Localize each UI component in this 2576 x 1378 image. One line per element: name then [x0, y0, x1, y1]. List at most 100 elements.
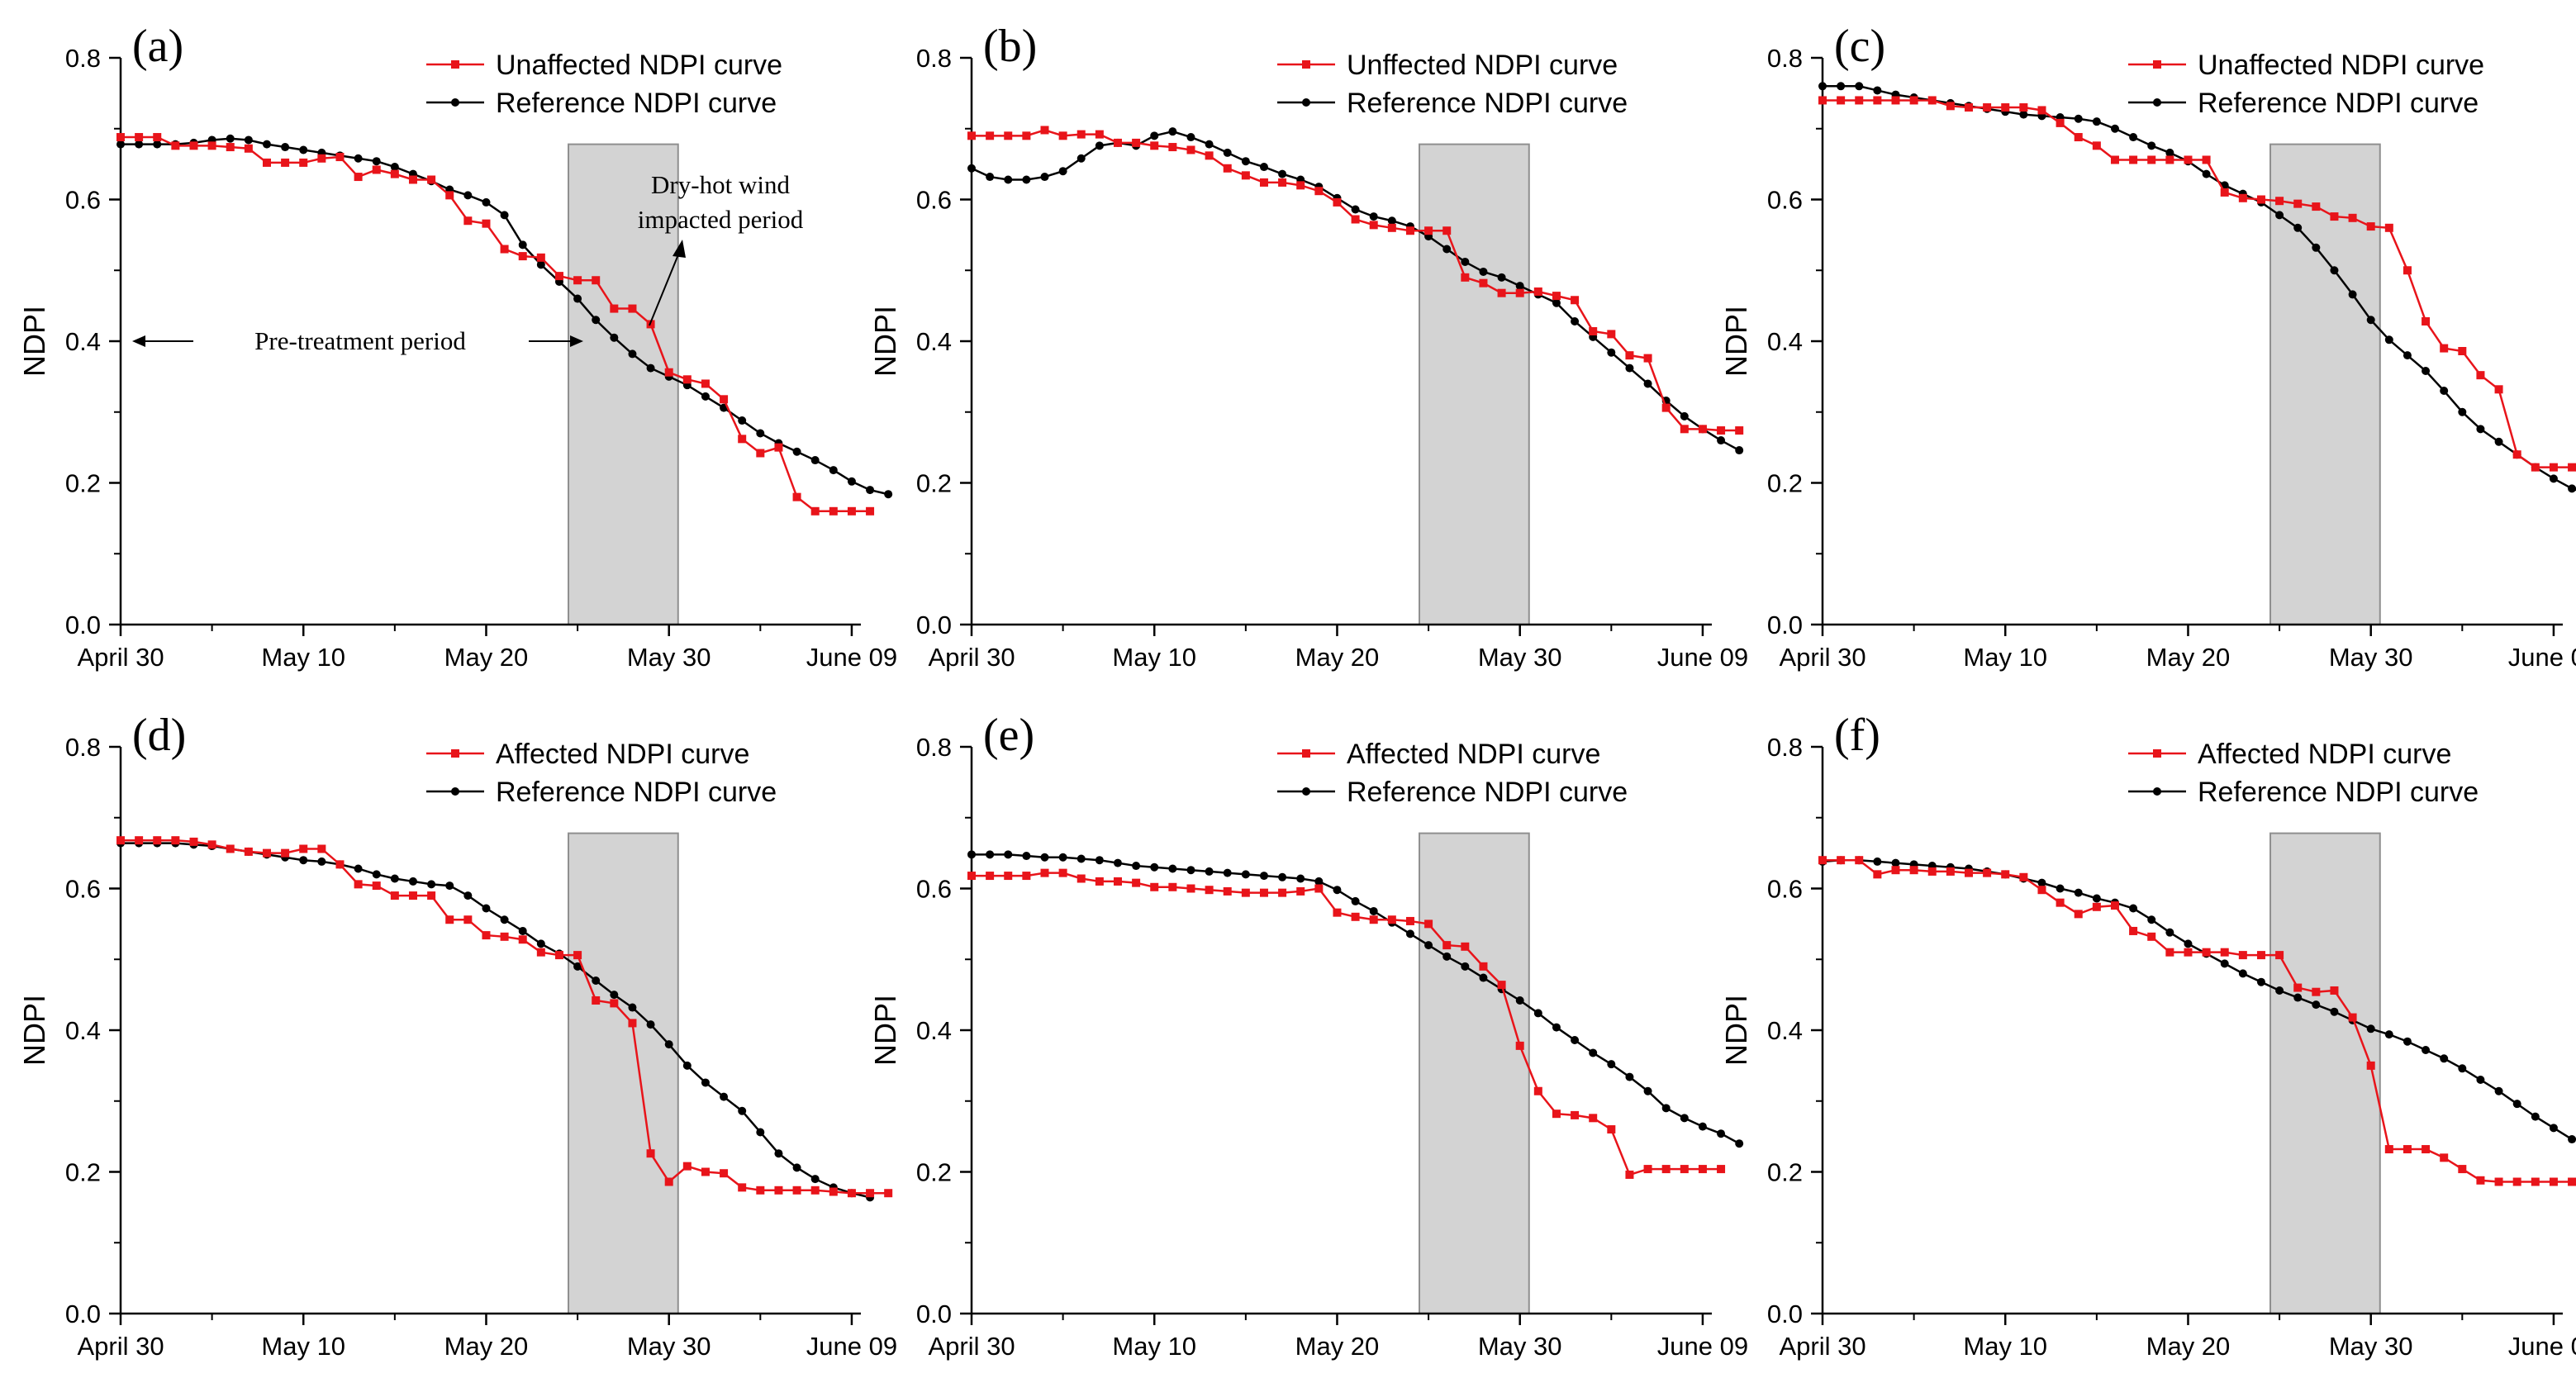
y-tick-label: 0.6	[1767, 875, 1803, 904]
data-point	[2202, 948, 2211, 957]
panel-a: 0.0 0.2 0.4 0.6 0.8 April 30 May 10 May 20 May 3…	[17, 21, 897, 672]
legend-marker	[451, 98, 459, 107]
y-tick-label: 0.0	[916, 1300, 952, 1328]
legend-label: Affected NDPI curve	[496, 739, 749, 770]
data-point	[1095, 141, 1104, 150]
data-point	[866, 1189, 875, 1198]
data-point	[628, 1003, 637, 1012]
data-point	[2440, 1153, 2449, 1162]
data-point	[1571, 296, 1580, 305]
data-point	[354, 880, 363, 889]
data-point	[299, 844, 308, 853]
series-line	[1823, 858, 2573, 1183]
data-point	[2184, 155, 2193, 164]
data-point	[1278, 178, 1287, 187]
data-point	[1205, 886, 1214, 895]
data-point	[1259, 178, 1268, 187]
data-point	[756, 429, 765, 438]
data-point	[2074, 910, 2083, 919]
data-point	[1515, 1041, 1524, 1050]
y-tick-label: 0.2	[916, 469, 952, 498]
data-point	[1168, 127, 1177, 136]
data-point	[1643, 1086, 1652, 1095]
data-point	[2001, 103, 2010, 112]
series-line	[121, 839, 889, 1195]
data-point	[1296, 886, 1305, 896]
data-point	[317, 844, 326, 853]
y-tick-label: 0.8	[1767, 733, 1803, 762]
data-point	[1241, 870, 1250, 879]
data-point	[2019, 103, 2028, 112]
data-point	[1150, 882, 1159, 891]
data-point	[720, 395, 729, 404]
y-tick-label: 0.8	[916, 733, 952, 762]
data-point	[1259, 872, 1268, 881]
y-tick-label: 0.0	[1767, 1300, 1803, 1328]
data-point	[2129, 155, 2138, 164]
panel-label: (a)	[132, 21, 183, 72]
data-point	[226, 143, 235, 152]
data-point	[1533, 1086, 1542, 1095]
data-point	[1022, 872, 1031, 881]
data-point	[1927, 96, 1937, 105]
data-point	[2275, 986, 2284, 995]
data-point	[1424, 919, 1433, 929]
data-point	[463, 191, 473, 200]
y-tick-label: 0.0	[65, 1300, 101, 1328]
data-point	[1625, 1072, 1634, 1081]
legend-marker	[1302, 98, 1310, 107]
data-point	[2568, 463, 2576, 472]
data-point	[372, 165, 381, 174]
legend-marker	[2153, 98, 2161, 107]
data-point	[1552, 298, 1561, 307]
data-point	[1241, 157, 1250, 166]
data-point	[1643, 354, 1652, 363]
y-tick-label: 0.4	[65, 1016, 101, 1045]
data-point	[2458, 347, 2467, 356]
y-tick-label: 0.6	[916, 875, 952, 904]
x-tick-label: May 20	[2146, 643, 2231, 672]
data-point	[1497, 981, 1506, 990]
x-tick-label: May 10	[1963, 1332, 2047, 1361]
data-point	[1351, 912, 1360, 921]
data-point	[1241, 171, 1250, 180]
data-point	[354, 154, 363, 163]
data-point	[2074, 114, 2083, 123]
legend-label: Reference NDPI curve	[496, 777, 777, 808]
data-point	[1717, 426, 1726, 435]
x-tick-label: May 20	[1295, 643, 1380, 672]
data-point	[1186, 145, 1195, 154]
x-tick-label: June 09	[806, 643, 897, 672]
series-line	[971, 130, 1740, 452]
data-point	[592, 976, 601, 985]
data-point	[2512, 450, 2521, 459]
data-point	[1735, 426, 1744, 435]
data-point	[1607, 1125, 1616, 1134]
data-point	[1589, 326, 1598, 335]
data-point	[262, 158, 271, 167]
data-point	[2549, 1124, 2558, 1133]
data-point	[1296, 874, 1305, 883]
data-point	[1515, 288, 1524, 297]
data-point	[682, 1061, 692, 1070]
x-tick-label: June 09	[2508, 1332, 2576, 1361]
data-point	[1186, 884, 1195, 893]
data-point	[299, 856, 308, 865]
data-point	[1818, 82, 1827, 91]
data-point	[2476, 1076, 2485, 1085]
data-point	[1533, 1009, 1542, 1018]
y-tick-label: 0.8	[65, 44, 101, 73]
data-point	[2092, 902, 2101, 911]
data-point	[1479, 267, 1488, 276]
data-point	[1983, 868, 1992, 877]
data-point	[2147, 141, 2156, 150]
data-point	[1643, 1165, 1652, 1174]
data-point	[1818, 96, 1827, 105]
data-point	[1909, 96, 1918, 105]
data-point	[463, 891, 473, 900]
data-point	[720, 1169, 729, 1178]
data-point	[2531, 1177, 2540, 1186]
data-point	[244, 135, 253, 145]
data-point	[610, 304, 619, 313]
data-point	[829, 506, 838, 516]
